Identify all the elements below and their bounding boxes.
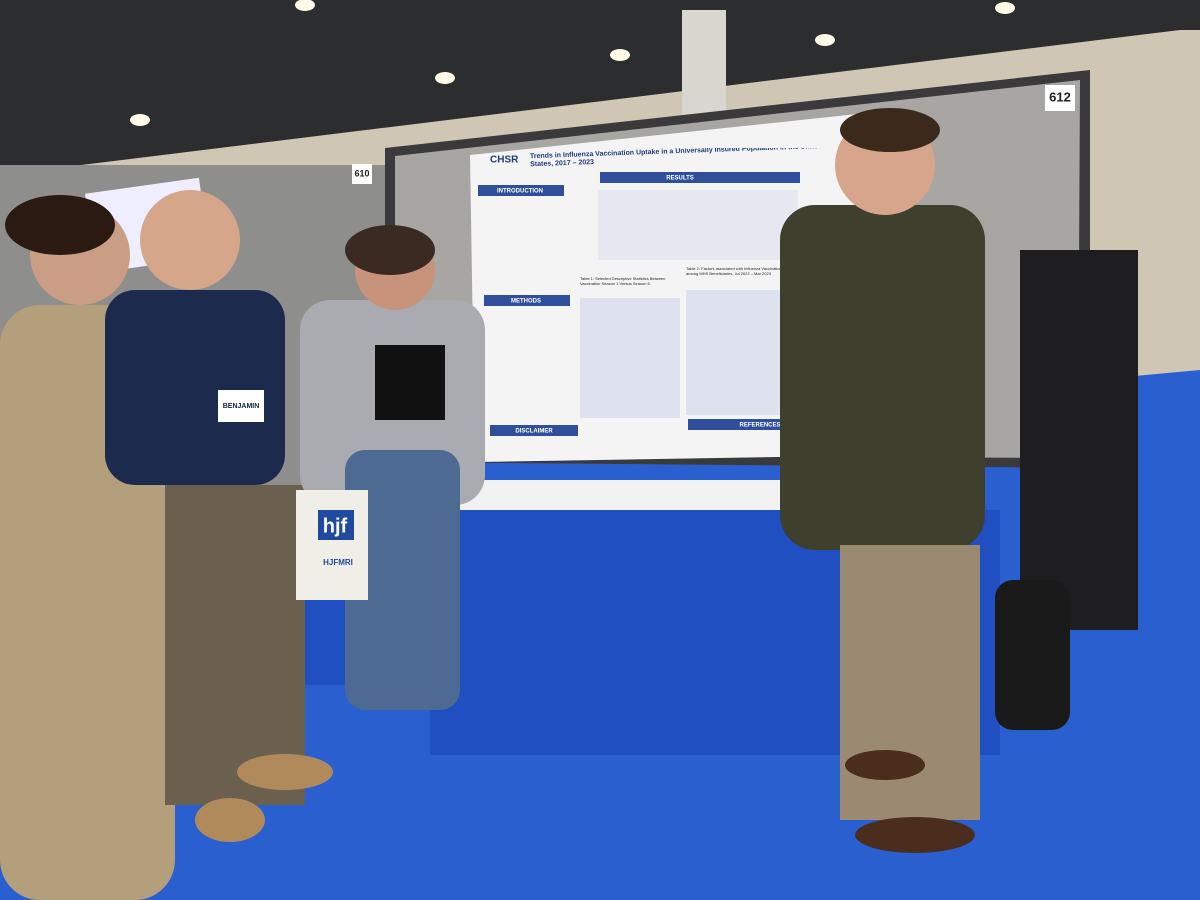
header-bar xyxy=(600,172,800,183)
header-bar xyxy=(484,295,570,306)
ceiling-light xyxy=(815,34,835,46)
shoe xyxy=(855,817,975,853)
section-header: METHODS xyxy=(511,299,541,305)
person-2-head xyxy=(140,190,240,290)
pillar xyxy=(682,10,726,120)
table-caption: Table 2: Factors associated with Influen… xyxy=(686,266,801,276)
tote-logo-bg xyxy=(318,510,354,540)
right-person-bg xyxy=(1020,250,1138,630)
ceiling-light xyxy=(295,0,315,11)
person-2-pants xyxy=(165,485,305,805)
ceiling-light xyxy=(995,2,1015,14)
section-header: RESULTS xyxy=(666,176,694,182)
section-header: REFERENCES xyxy=(739,423,780,429)
header-bar xyxy=(490,425,578,436)
person-right-jacket xyxy=(780,205,985,550)
poster-logo: CHSR xyxy=(490,155,519,166)
booth-tag xyxy=(1045,85,1075,111)
booth-tag xyxy=(352,164,372,184)
booth-number: 610 xyxy=(354,168,369,178)
section-header: INTRODUCTION xyxy=(497,189,543,195)
person-right-hair xyxy=(840,108,940,152)
ceiling-light xyxy=(610,49,630,61)
name-tag-text: BENJAMIN xyxy=(223,403,260,410)
person-3-hair xyxy=(345,225,435,275)
ceiling-light xyxy=(435,72,455,84)
ceiling-light xyxy=(130,114,150,126)
shoe xyxy=(237,754,333,790)
tote-text: HJFMRI xyxy=(323,558,353,567)
table-caption-box: Table 2: Factors associated with Influen… xyxy=(686,266,801,276)
shoe xyxy=(845,750,925,780)
tote-bag xyxy=(296,490,368,600)
table-caption-box: Table 1: Selected Descriptive Statistics… xyxy=(580,276,666,286)
tote-logo: hjf xyxy=(323,515,348,537)
person-3-top xyxy=(375,345,445,420)
poster-title: Trends in Influenza Vaccination Uptake i… xyxy=(530,148,823,169)
shoe xyxy=(195,798,265,842)
person-2-shirt xyxy=(105,290,285,485)
backpack xyxy=(995,580,1070,730)
person-3-jeans xyxy=(345,450,460,710)
person-right-pants xyxy=(840,545,980,820)
booth-number: 612 xyxy=(1049,89,1071,104)
header-bar xyxy=(478,185,564,196)
person-left-hair xyxy=(5,195,115,255)
poster-title-box: Trends in Influenza Vaccination Uptake i… xyxy=(530,148,823,169)
table-area xyxy=(686,290,798,415)
section-header: DISCLAIMER xyxy=(515,429,553,435)
name-tag xyxy=(218,390,264,422)
header-bar xyxy=(688,419,833,430)
table-caption: Table 1: Selected Descriptive Statistics… xyxy=(580,276,666,286)
chart-area xyxy=(598,190,798,260)
table-area xyxy=(580,298,680,418)
